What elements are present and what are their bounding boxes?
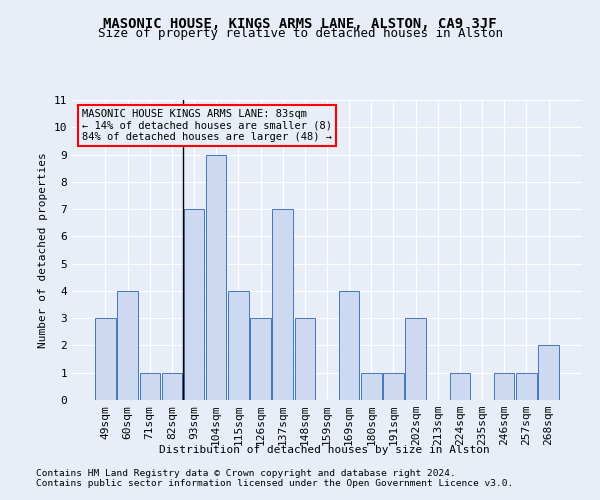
Bar bbox=[250, 318, 271, 400]
Bar bbox=[272, 209, 293, 400]
Bar bbox=[361, 372, 382, 400]
Y-axis label: Number of detached properties: Number of detached properties bbox=[38, 152, 48, 348]
Bar bbox=[295, 318, 315, 400]
Bar bbox=[406, 318, 426, 400]
Text: Size of property relative to detached houses in Alston: Size of property relative to detached ho… bbox=[97, 28, 503, 40]
Bar bbox=[450, 372, 470, 400]
Text: MASONIC HOUSE, KINGS ARMS LANE, ALSTON, CA9 3JF: MASONIC HOUSE, KINGS ARMS LANE, ALSTON, … bbox=[103, 18, 497, 32]
Bar bbox=[95, 318, 116, 400]
Bar bbox=[118, 291, 138, 400]
Bar bbox=[383, 372, 404, 400]
Bar bbox=[206, 154, 226, 400]
Bar bbox=[494, 372, 514, 400]
Text: MASONIC HOUSE KINGS ARMS LANE: 83sqm
← 14% of detached houses are smaller (8)
84: MASONIC HOUSE KINGS ARMS LANE: 83sqm ← 1… bbox=[82, 109, 332, 142]
Text: Contains HM Land Registry data © Crown copyright and database right 2024.: Contains HM Land Registry data © Crown c… bbox=[36, 468, 456, 477]
Bar bbox=[184, 209, 204, 400]
Bar bbox=[538, 346, 559, 400]
Bar bbox=[161, 372, 182, 400]
Text: Contains public sector information licensed under the Open Government Licence v3: Contains public sector information licen… bbox=[36, 478, 513, 488]
Bar bbox=[339, 291, 359, 400]
Bar bbox=[228, 291, 248, 400]
Bar bbox=[516, 372, 536, 400]
Text: Distribution of detached houses by size in Alston: Distribution of detached houses by size … bbox=[158, 445, 490, 455]
Bar bbox=[140, 372, 160, 400]
